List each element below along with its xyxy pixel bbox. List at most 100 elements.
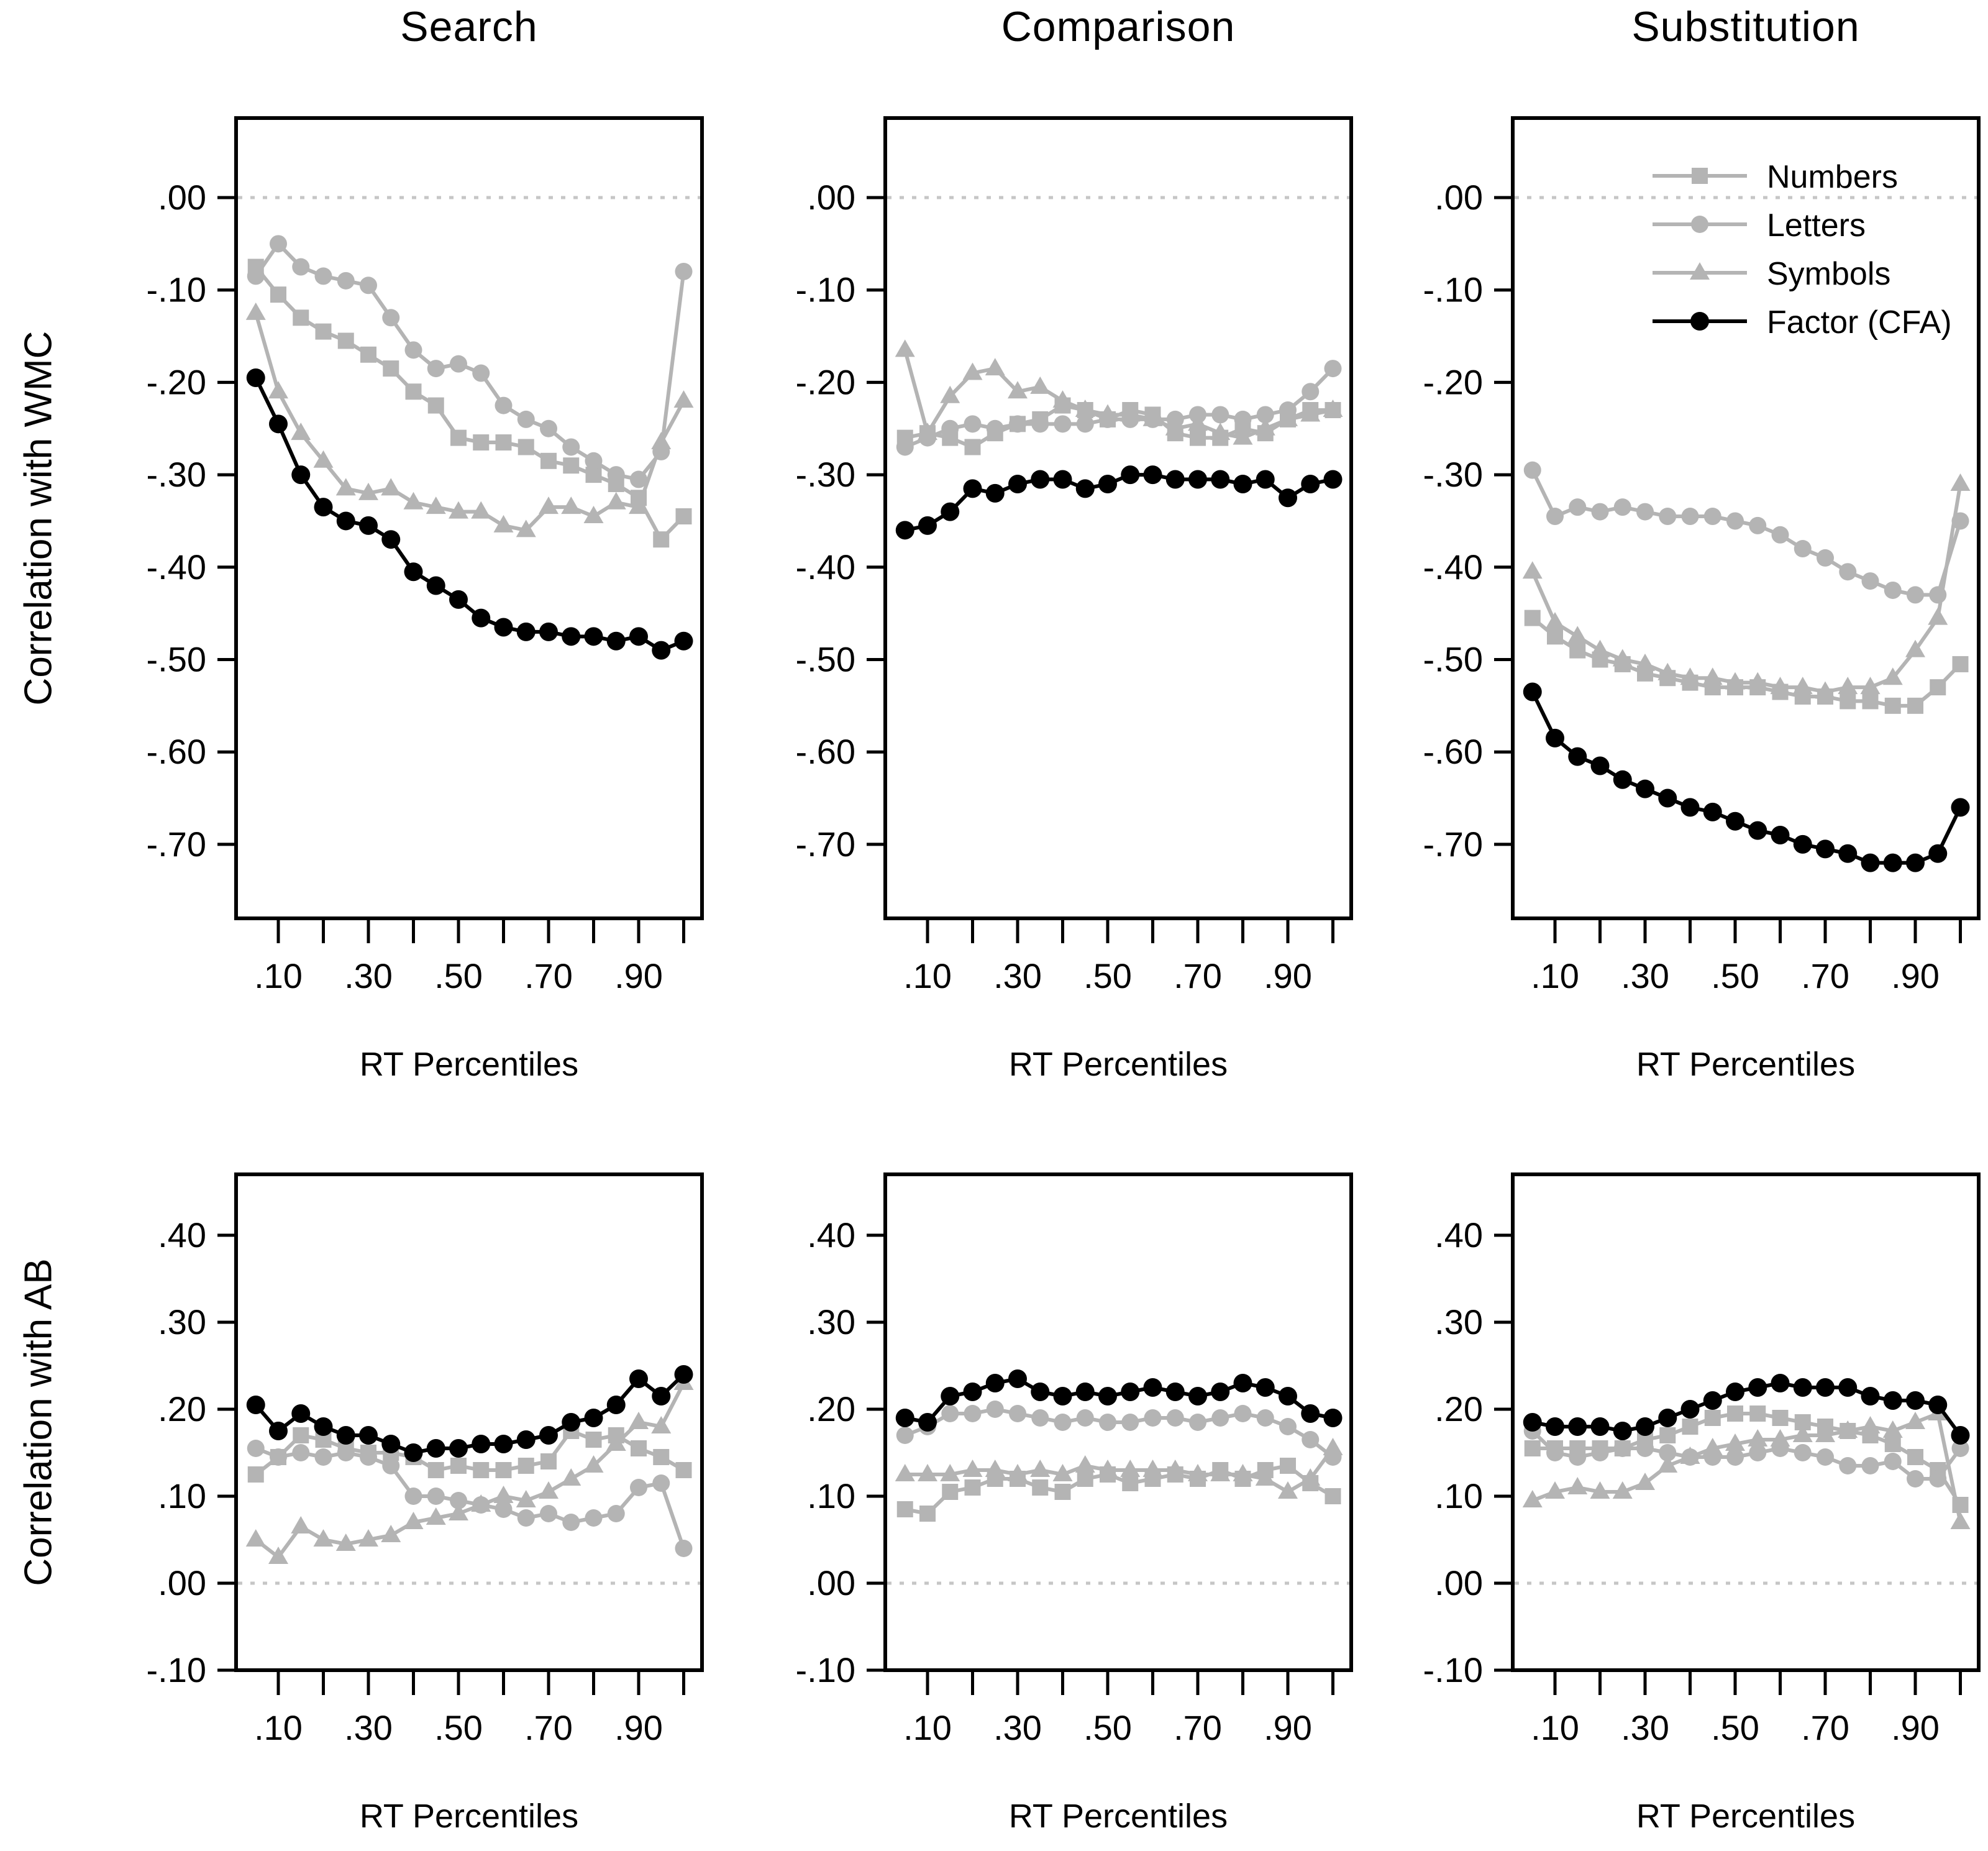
- y-tick-label: .10: [1434, 1476, 1483, 1515]
- factor-cfa-marker: [1523, 1413, 1542, 1432]
- symbols-marker: [1680, 1447, 1700, 1464]
- numbers-marker: [337, 332, 354, 349]
- y-tick-label: -.70: [147, 825, 207, 864]
- panel-frame: [1511, 1172, 1981, 1672]
- symbols-marker: [1882, 667, 1903, 685]
- factor-cfa-marker: [1279, 488, 1297, 508]
- x-tick-label: .30: [1621, 956, 1669, 995]
- y-tick-label: .40: [1434, 1215, 1483, 1255]
- dot-marker-icon: [1650, 308, 1749, 338]
- letters-marker: [1189, 1414, 1206, 1431]
- factor-cfa-marker: [1861, 1387, 1880, 1405]
- x-tick-label: .50: [1083, 956, 1132, 995]
- y-tick-label: -.10: [147, 1650, 207, 1689]
- x-tick-label: .30: [1621, 1708, 1669, 1747]
- letters-marker: [1302, 383, 1320, 401]
- y-tick-label: -.60: [147, 732, 207, 771]
- substitution-wmc-symbols-markers: [1522, 473, 1971, 699]
- legend-item-letters: Letters: [1650, 201, 1952, 250]
- factor-cfa-marker: [539, 1426, 558, 1445]
- letters-marker: [1659, 1444, 1677, 1461]
- factor-cfa-marker: [1053, 1387, 1072, 1405]
- numbers-marker: [540, 452, 557, 469]
- comparison-wmc-letters-markers: [896, 360, 1342, 456]
- symbols-marker: [606, 1433, 626, 1451]
- numbers-marker: [1569, 642, 1586, 659]
- factor-cfa-marker: [1188, 1387, 1207, 1405]
- symbols-marker: [561, 1468, 581, 1486]
- letters-marker: [1031, 415, 1049, 433]
- numbers-marker: [1524, 1440, 1541, 1456]
- symbols-marker: [1545, 612, 1565, 630]
- search-wmc-letters-markers: [247, 235, 693, 488]
- y-tick-label: -.50: [1423, 640, 1484, 679]
- symbols-marker: [313, 1529, 334, 1547]
- legend-item-symbols: Symbols: [1650, 250, 1952, 298]
- x-tick-label: .70: [524, 956, 573, 995]
- symbols-marker: [1882, 1420, 1903, 1438]
- factor-cfa-marker: [1613, 1422, 1632, 1440]
- y-tick-label: .30: [807, 1302, 855, 1341]
- factor-cfa-marker: [1211, 1383, 1230, 1401]
- letters-marker: [1613, 498, 1631, 516]
- dot-marker: [1690, 311, 1709, 331]
- substitution-ab-numbers-markers: [1524, 1405, 1969, 1513]
- comparison-wmc-symbols-markers: [895, 339, 1343, 445]
- factor-cfa-marker: [1256, 1378, 1275, 1397]
- numbers-marker: [1884, 697, 1901, 714]
- factor-cfa-marker: [1323, 470, 1343, 489]
- factor-cfa-marker: [1726, 811, 1744, 831]
- symbols-marker: [1612, 1481, 1633, 1499]
- x-tick-label: .50: [434, 956, 483, 995]
- symbols-marker: [606, 491, 626, 510]
- factor-cfa-marker: [606, 1396, 626, 1414]
- legend-label: Symbols: [1767, 256, 1891, 292]
- symbols-marker: [313, 450, 334, 468]
- letters-marker: [1009, 1405, 1026, 1422]
- factor-cfa-marker: [606, 631, 626, 651]
- symbols-marker: [471, 501, 491, 519]
- y-tick-label: -.70: [796, 825, 856, 864]
- factor-cfa-marker: [1098, 1387, 1117, 1405]
- y-tick-label: -.70: [1423, 825, 1484, 864]
- x-tick-label: .10: [1531, 1708, 1579, 1747]
- symbols-marker: [1838, 677, 1858, 695]
- y-tick-label: .00: [158, 178, 206, 217]
- x-tick-label: .10: [903, 956, 952, 995]
- symbols-marker: [1860, 677, 1881, 695]
- symbols-marker: [940, 385, 960, 403]
- x-tick-label: .50: [1083, 1708, 1132, 1747]
- letters-marker: [1144, 1409, 1162, 1427]
- symbols-marker: [268, 1547, 288, 1564]
- y-tick-label: -.40: [147, 547, 207, 587]
- numbers-marker: [293, 1427, 309, 1443]
- numbers-marker: [653, 531, 670, 548]
- factor-cfa-marker: [1793, 834, 1812, 854]
- numbers-marker: [942, 1484, 959, 1500]
- numbers-marker: [540, 1453, 557, 1469]
- y-tick-label: .00: [807, 178, 855, 217]
- x-tick-label: .90: [1264, 956, 1312, 995]
- factor-cfa-marker: [562, 627, 581, 646]
- symbols-marker: [291, 1516, 311, 1533]
- letters-marker: [1546, 1444, 1564, 1461]
- letters-marker: [630, 470, 647, 488]
- symbols-marker: [426, 496, 446, 514]
- letters-marker: [1726, 1448, 1744, 1466]
- letters-marker: [1794, 1444, 1812, 1461]
- letters-marker: [1951, 1440, 1969, 1457]
- factor-cfa-marker: [1165, 470, 1185, 489]
- letters-marker: [1054, 1414, 1072, 1431]
- symbols-marker: [629, 496, 649, 514]
- letters-marker: [1211, 1409, 1229, 1427]
- factor-cfa-marker: [381, 1435, 401, 1453]
- factor-cfa-marker: [918, 516, 937, 535]
- y-tick-label: -.50: [796, 640, 856, 679]
- substitution-wmc-factor-cfa-markers: [1523, 682, 1970, 872]
- symbols-marker: [403, 491, 424, 510]
- x-tick-label: .30: [993, 956, 1042, 995]
- numbers-marker: [405, 383, 422, 400]
- numbers-marker: [1907, 697, 1923, 714]
- factor-cfa-marker: [1233, 1374, 1252, 1392]
